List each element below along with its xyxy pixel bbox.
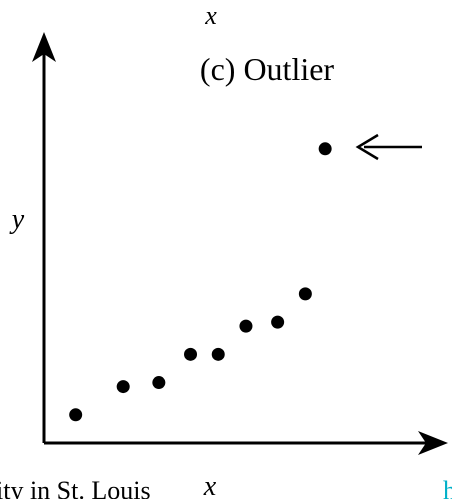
scatter-point [211, 347, 225, 361]
scatter-point [318, 142, 332, 156]
link-fragment: h [443, 476, 452, 499]
scatter-point [184, 347, 198, 361]
scatter-point [69, 408, 83, 422]
x-axis-label: x [203, 471, 217, 499]
y-axis-label: y [9, 204, 25, 235]
scatter-point [271, 315, 285, 329]
chart-title: (c) Outlier [200, 51, 335, 87]
caption-fragment: ity in St. Louis [0, 476, 151, 499]
scatter-point [239, 319, 253, 333]
y-axis-arrowhead [32, 32, 56, 62]
scatter-point [116, 380, 130, 394]
top-label: x [204, 1, 217, 30]
x-axis-arrowhead [418, 431, 448, 455]
annotation-arrowhead [355, 133, 379, 161]
scatter-point [152, 376, 166, 390]
scatter-point [298, 287, 312, 301]
